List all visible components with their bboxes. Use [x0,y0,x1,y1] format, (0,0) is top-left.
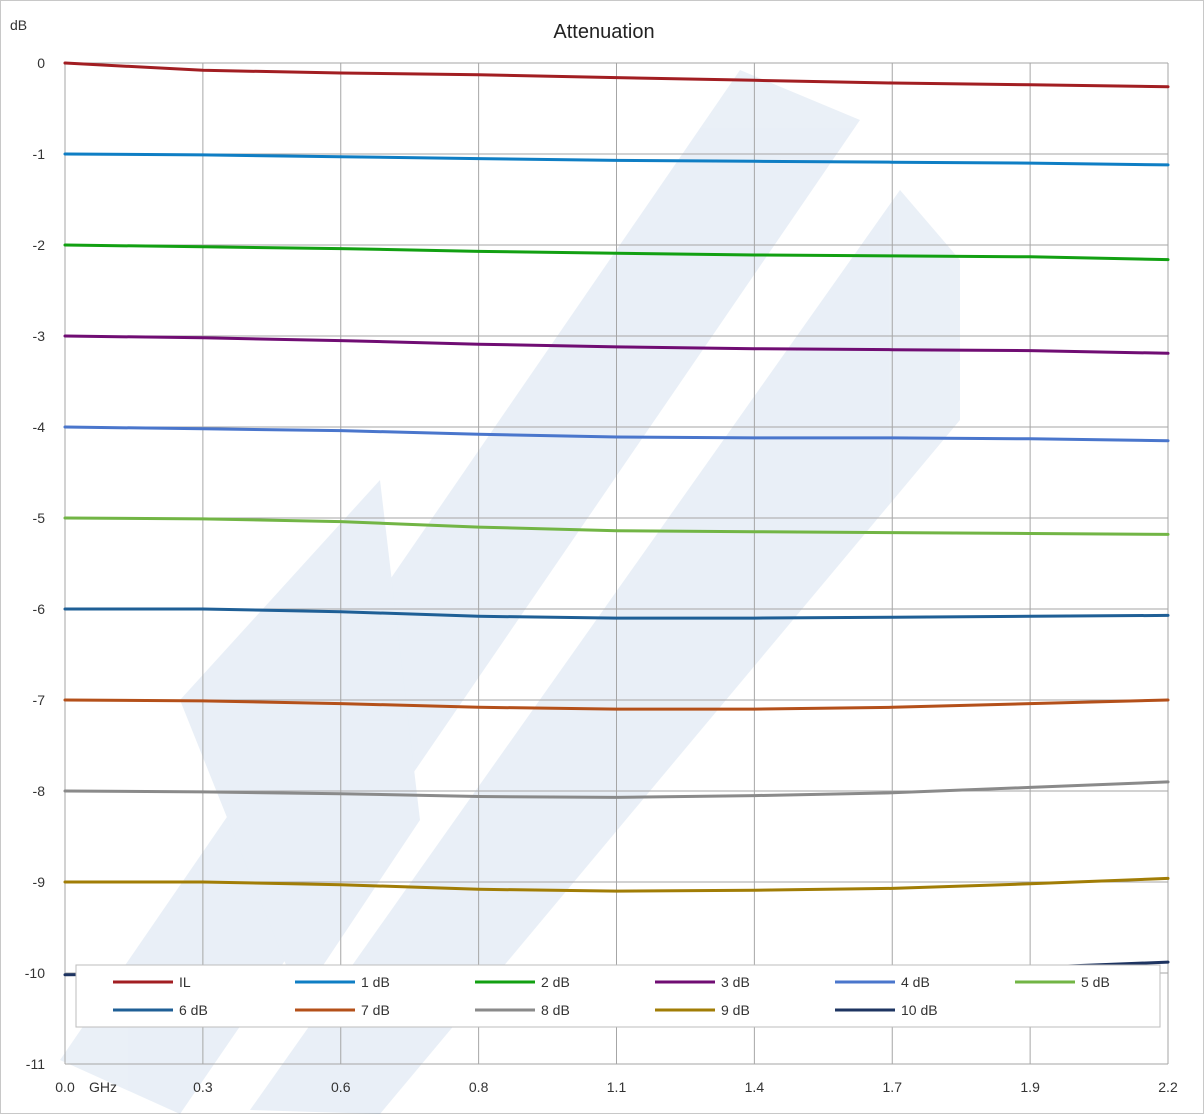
y-tick-label: -5 [33,510,46,526]
series-line-3-db [63,334,1170,355]
series-line-9-db [63,876,1170,893]
x-tick-label: 0.6 [331,1079,351,1095]
legend-label: 6 dB [179,1002,208,1018]
legend-label: 9 dB [721,1002,750,1018]
y-tick-label: -9 [33,874,46,890]
legend-label: 10 dB [901,1002,938,1018]
x-tick-label: 0.0 [55,1079,75,1095]
x-tick-labels: 0.0 0.3 0.6 0.8 1.1 1.4 1.7 1.9 2.2 GHz [55,1079,1178,1095]
y-tick-label: 0 [37,55,45,71]
y-tick-label: -2 [33,237,46,253]
y-tick-label: -8 [33,783,46,799]
y-tick-label: -4 [33,419,46,435]
x-axis-unit-label: GHz [89,1079,117,1095]
x-tick-label: 1.1 [607,1079,627,1095]
series-line-8-db [63,780,1170,799]
legend-label: 7 dB [361,1002,390,1018]
legend-label: 4 dB [901,974,930,990]
series-line-il [63,61,1170,89]
x-tick-label: 1.4 [745,1079,765,1095]
series-line-2-db [63,243,1170,262]
legend-label: 2 dB [541,974,570,990]
y-axis-unit-label: dB [10,17,27,33]
y-tick-labels: 0 -1 -2 -3 -4 -5 -6 -7 -8 -9 -10 -11 [25,55,45,1072]
legend-label: IL [179,974,191,990]
y-tick-label: -6 [33,601,46,617]
series-line-6-db [63,607,1170,620]
legend-label: 8 dB [541,1002,570,1018]
y-tick-label: -1 [33,146,46,162]
x-tick-label: 0.3 [193,1079,213,1095]
y-tick-label: -7 [33,692,46,708]
legend: IL 1 dB 2 dB 3 dB 4 dB 5 dB 6 dB 7 dB 8 dB 9 dB 10… [113,974,1110,1018]
legend-label: 1 dB [361,974,390,990]
legend-label: 3 dB [721,974,750,990]
series-line-7-db [63,698,1170,711]
y-tick-label: -11 [26,1056,45,1072]
y-tick-label: -10 [25,965,45,981]
x-tick-label: 2.2 [1158,1079,1178,1095]
legend-label: 5 dB [1081,974,1110,990]
watermark-logo [60,70,960,1114]
x-tick-label: 0.8 [469,1079,489,1095]
chart-title: Attenuation [553,21,654,43]
legend-box [75,964,1161,1028]
series-line-5-db [63,516,1170,536]
y-tick-label: -3 [33,328,46,344]
x-tick-label: 1.7 [883,1079,903,1095]
series-line-1-db [63,152,1170,167]
series-line-4-db [63,425,1170,443]
x-tick-label: 1.9 [1020,1079,1040,1095]
